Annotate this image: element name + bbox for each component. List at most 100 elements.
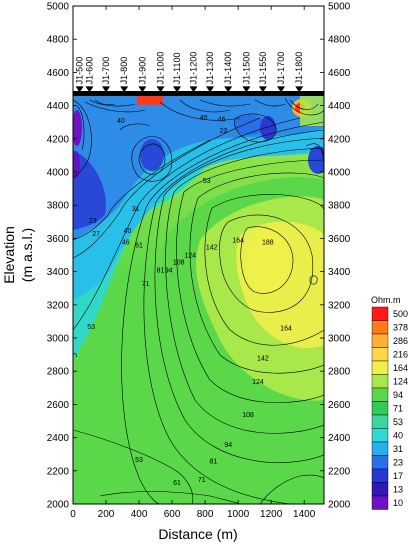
contour-label: 71 [142, 281, 150, 288]
colorbar-level-label: 53 [393, 417, 403, 427]
colorbar-swatch [371, 495, 389, 510]
y-axis-label-line2: (m a.s.l.) [19, 228, 35, 282]
y-tick-label-left: 5000 [47, 2, 70, 13]
colorbar-level-label: 378 [393, 322, 408, 332]
colorbar-swatch [371, 306, 389, 321]
station-marker [75, 86, 84, 93]
station-marker [242, 86, 251, 93]
colorbar-level-label: 286 [393, 336, 408, 346]
y-tick-label-right: 3200 [328, 300, 351, 311]
y-tick-label-left: 2000 [47, 500, 70, 511]
y-tick-label-right: 3000 [328, 334, 351, 345]
station-marker [102, 86, 111, 93]
contour-label: 108 [173, 259, 185, 266]
station-label: J1-1800 [294, 52, 304, 85]
station-markers: J1-500 J1-600 J1-700 J1-800 J1-900 J1-1000 J1-… [75, 52, 304, 93]
zone-dark-blue-mid [140, 139, 164, 171]
colorbar-swatch [371, 347, 389, 362]
contour-label: 46 [122, 239, 130, 246]
colorbar-swatch [371, 320, 389, 335]
station-label: J1-1500 [241, 52, 251, 85]
y-tick-label-left: 4400 [47, 101, 70, 112]
y-tick-label-left: 3400 [47, 267, 70, 278]
x-tick-label: 600 [164, 509, 181, 520]
x-tick-label: 200 [98, 509, 115, 520]
zone-green-far-right [300, 96, 324, 126]
contour-label: 71 [198, 477, 206, 484]
station-label: J1-600 [85, 57, 95, 85]
colorbar-level-label: 164 [393, 363, 408, 373]
zone-red-spot [137, 96, 163, 105]
contour-label: 124 [184, 253, 196, 260]
x-tick-label: 800 [197, 509, 214, 520]
station-label: J1-1300 [205, 52, 215, 85]
y-tick-label-right: 2400 [328, 433, 351, 444]
y-tick-label-right: 4400 [328, 101, 351, 112]
contour-labels: 1881641641421421241241081089494818171716… [87, 115, 292, 487]
contour-label: 40 [117, 118, 125, 125]
colorbar-swatch [371, 360, 389, 375]
contour-label: 124 [252, 379, 264, 386]
colorbar-swatch [371, 414, 389, 429]
colorbar-swatch [371, 333, 389, 348]
contour-label: 40 [200, 115, 208, 122]
contour-label: 142 [206, 244, 218, 251]
y-tick-label-left: 3000 [47, 334, 70, 345]
contour-label: 142 [257, 356, 269, 363]
station-marker [173, 86, 182, 93]
colorbar-level-label: 31 [393, 444, 403, 454]
y-tick-label-right: 3400 [328, 267, 351, 278]
station-label: J1-1100 [172, 52, 182, 84]
station-marker [138, 86, 147, 93]
y-tick-label-left: 2200 [47, 466, 70, 477]
colorbar-swatch [371, 428, 389, 443]
station-label: J1-1700 [276, 52, 286, 85]
contour-label: 164 [280, 326, 292, 333]
y-tick-label-left: 4000 [47, 168, 70, 179]
y-tick-label-right: 4800 [328, 35, 351, 46]
station-label: J1-900 [137, 57, 147, 85]
y-tick-label-left: 3600 [47, 234, 70, 245]
y-tick-label-right: 2200 [328, 466, 351, 477]
station-marker [295, 86, 304, 93]
x-tick-label: 400 [131, 509, 148, 520]
plot-frame [72, 5, 325, 505]
station-label: J1-500 [75, 57, 85, 85]
contour-label: 94 [165, 268, 173, 275]
station-marker [189, 86, 198, 93]
colorbar-level-label: 500 [393, 309, 408, 319]
contour-label: 61 [135, 243, 143, 250]
colorbar-swatch [371, 468, 389, 483]
colorbar-level-label: 13 [393, 484, 403, 494]
station-label: J1-700 [101, 57, 111, 85]
zone-dark-blue-right [260, 116, 276, 140]
y-tick-label-right: 2000 [328, 500, 351, 511]
y-tick-label-left: 4600 [47, 68, 70, 79]
station-marker [85, 86, 94, 93]
resistivity-field [73, 96, 324, 504]
y-tick-label-right: 4600 [328, 68, 351, 79]
y-tick-label-left: 2600 [47, 400, 70, 411]
x-axis-label: Distance (m) [158, 526, 237, 542]
colorbar-level-label: 124 [393, 376, 408, 386]
y-tick-label-left: 4200 [47, 134, 70, 145]
contour-label: 81 [157, 268, 165, 275]
colorbar-level-label: 94 [393, 390, 403, 400]
y-tick-label-left: 2800 [47, 367, 70, 378]
contour-label: 31 [132, 206, 140, 213]
y-tick-label-right: 4000 [328, 168, 351, 179]
colorbar-swatch [371, 374, 389, 389]
x-tick-label: 1400 [293, 509, 316, 520]
colorbar-level-label: 71 [393, 403, 403, 413]
x-tick-label: 0 [70, 509, 76, 520]
y-tick-label-right: 5000 [328, 2, 351, 13]
station-label: J1-1550 [258, 52, 268, 85]
contour-label: 23 [89, 218, 97, 225]
contour-label: 40 [124, 228, 132, 235]
y-tick-label-right: 3600 [328, 234, 351, 245]
contour-label: 108 [242, 412, 254, 419]
zone-yellow-core [246, 228, 290, 296]
station-marker [258, 86, 267, 93]
contour-lines [73, 97, 324, 504]
